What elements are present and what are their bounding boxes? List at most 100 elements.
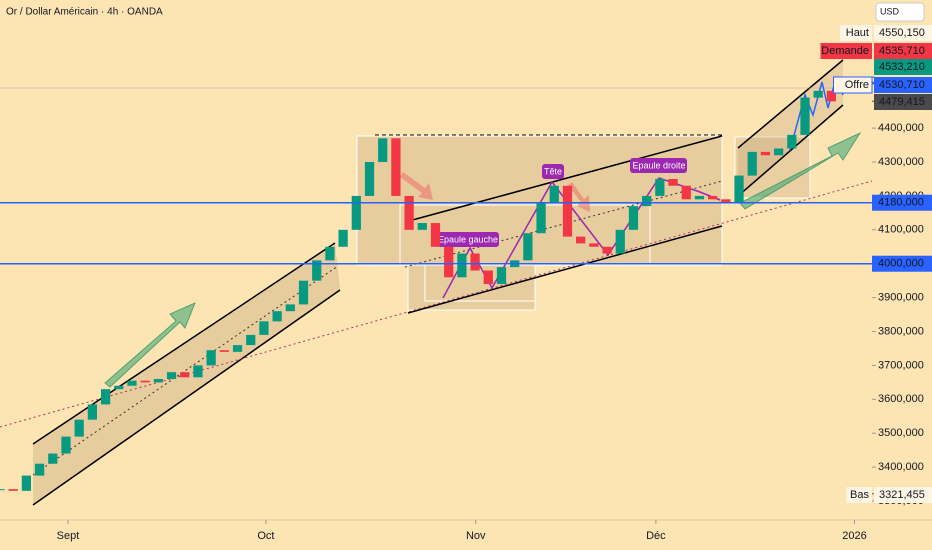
price-tag-name-box — [840, 25, 872, 41]
currency[interactable]: USD — [880, 6, 900, 16]
candle — [364, 162, 375, 196]
annotation: Tête — [544, 166, 562, 176]
price-tag-label: 4479,415 — [879, 96, 925, 108]
price-tag-name-box — [833, 76, 873, 94]
candle — [246, 334, 256, 346]
price-tag — [874, 487, 932, 503]
channel-line — [32, 242, 336, 445]
level-label: 4180,000 — [878, 197, 924, 209]
price-tag-name: Offre — [845, 79, 869, 91]
candle — [589, 243, 599, 247]
candle — [259, 321, 269, 335]
candle — [0, 489, 5, 491]
candle — [523, 233, 533, 261]
candle — [206, 350, 216, 366]
level-tag — [872, 255, 932, 272]
candle — [430, 223, 441, 247]
candle — [747, 151, 757, 176]
candle — [232, 345, 243, 352]
currency-button[interactable] — [875, 2, 925, 22]
candle — [351, 195, 361, 230]
candle — [470, 253, 480, 271]
symbol-title: Or / Dollar Américain · 4h · OANDA — [6, 7, 163, 18]
price-tag-label: 4535,710 — [879, 45, 925, 57]
annotation: Epaule droite — [632, 160, 685, 170]
level-tag — [872, 194, 932, 211]
candle — [628, 206, 639, 230]
x-tick-label: 2026 — [842, 530, 866, 542]
price-tag — [874, 77, 932, 93]
trend-line — [0, 180, 873, 428]
price-tag-label: 4550,150 — [879, 27, 925, 39]
candle — [694, 195, 705, 200]
price-tag-label: 3321,455 — [879, 489, 925, 501]
candle — [219, 350, 229, 352]
candle — [378, 138, 388, 163]
candle — [602, 246, 612, 254]
candle — [193, 365, 203, 378]
price-tag-name-box — [846, 487, 872, 503]
candle — [140, 380, 150, 383]
candle — [562, 185, 573, 237]
arrow-down — [568, 182, 590, 212]
candle — [285, 304, 295, 312]
annotation-box — [630, 158, 687, 173]
price-tag-label: 4533,210 — [879, 61, 925, 73]
candle — [787, 134, 797, 149]
candle — [549, 185, 559, 203]
candle — [826, 90, 837, 102]
candle — [536, 202, 546, 234]
candle — [642, 195, 652, 207]
candle — [338, 229, 348, 247]
x-tick-label: Nov — [466, 530, 486, 542]
x-tick-label: Déc — [646, 530, 666, 542]
candle — [100, 389, 111, 405]
candle — [483, 270, 493, 285]
channel-line — [404, 135, 723, 223]
candle — [325, 246, 335, 261]
x-tick-label: Sept — [57, 530, 80, 542]
price-tag-name: Demande — [821, 45, 869, 57]
candle — [48, 453, 58, 464]
y-tick-label: 3400,000 — [878, 461, 924, 473]
candle — [404, 195, 414, 230]
candle — [127, 380, 137, 386]
candle — [576, 236, 586, 244]
channel-line — [407, 225, 723, 314]
y-tick-label: 3600,000 — [878, 393, 924, 405]
candle — [312, 260, 322, 281]
level-label: 4000,000 — [878, 258, 924, 270]
y-tick-label: 3700,000 — [878, 359, 924, 371]
candle — [61, 436, 71, 454]
annotation: Epaule gauche — [438, 234, 498, 244]
candle — [180, 372, 190, 378]
candle — [114, 385, 124, 390]
price-tag — [874, 94, 932, 110]
y-tick-label: 4400,000 — [878, 122, 924, 134]
channel-line — [737, 59, 844, 149]
candle — [734, 175, 744, 203]
price-tag — [874, 43, 932, 59]
candle — [21, 475, 32, 491]
candle — [668, 178, 678, 186]
candle — [800, 97, 810, 135]
candle — [166, 372, 177, 379]
y-tick-label: 3500,000 — [878, 427, 924, 439]
candle — [457, 253, 467, 278]
price-tag-label: 4530,710 — [879, 79, 925, 91]
channel-line — [32, 289, 341, 506]
annotation-box — [437, 232, 499, 247]
candle — [721, 199, 731, 203]
candle — [34, 463, 45, 476]
x-tick-label: Oct — [257, 530, 274, 542]
arrow-up — [739, 131, 862, 210]
candle — [391, 138, 401, 196]
y-tick-label: 4300,000 — [878, 156, 924, 168]
annotation-box — [542, 164, 564, 179]
channel-line — [737, 104, 844, 197]
candle — [417, 223, 427, 230]
y-tick-label: 3800,000 — [878, 325, 924, 337]
candle — [813, 90, 823, 98]
drawings: Epaule gauche Tête Epaule droite — [0, 59, 873, 506]
